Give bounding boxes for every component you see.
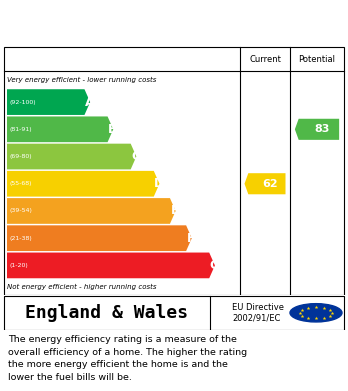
Circle shape bbox=[290, 304, 342, 322]
Polygon shape bbox=[7, 171, 159, 197]
Text: D: D bbox=[153, 177, 164, 190]
Text: Current: Current bbox=[249, 55, 281, 64]
Text: G: G bbox=[209, 259, 219, 272]
Text: (81-91): (81-91) bbox=[9, 127, 32, 132]
Polygon shape bbox=[7, 198, 176, 224]
Text: Energy Efficiency Rating: Energy Efficiency Rating bbox=[10, 16, 231, 30]
Text: 2002/91/EC: 2002/91/EC bbox=[232, 314, 280, 323]
Text: England & Wales: England & Wales bbox=[25, 304, 189, 322]
Text: 83: 83 bbox=[315, 124, 330, 135]
Polygon shape bbox=[7, 225, 192, 251]
Text: EU Directive: EU Directive bbox=[232, 303, 284, 312]
Text: (21-38): (21-38) bbox=[9, 236, 32, 241]
Text: Not energy efficient - higher running costs: Not energy efficient - higher running co… bbox=[7, 284, 157, 290]
Text: 62: 62 bbox=[262, 179, 278, 189]
Polygon shape bbox=[7, 89, 90, 115]
Text: Potential: Potential bbox=[299, 55, 335, 64]
Text: (1-20): (1-20) bbox=[9, 263, 28, 268]
Text: A: A bbox=[85, 95, 94, 109]
Polygon shape bbox=[7, 117, 113, 142]
Text: B: B bbox=[108, 123, 117, 136]
Polygon shape bbox=[7, 253, 215, 278]
Text: E: E bbox=[171, 204, 179, 217]
Polygon shape bbox=[7, 143, 136, 169]
Text: (39-54): (39-54) bbox=[9, 208, 32, 213]
Text: (55-68): (55-68) bbox=[9, 181, 32, 186]
Text: F: F bbox=[187, 232, 195, 245]
Text: Very energy efficient - lower running costs: Very energy efficient - lower running co… bbox=[7, 77, 156, 83]
Polygon shape bbox=[295, 119, 339, 140]
Text: The energy efficiency rating is a measure of the
overall efficiency of a home. T: The energy efficiency rating is a measur… bbox=[8, 335, 247, 382]
Text: C: C bbox=[131, 150, 140, 163]
Text: (92-100): (92-100) bbox=[9, 100, 35, 104]
Polygon shape bbox=[245, 173, 285, 194]
Text: (69-80): (69-80) bbox=[9, 154, 32, 159]
